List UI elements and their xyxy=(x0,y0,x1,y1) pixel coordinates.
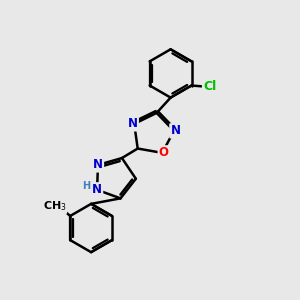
Text: N: N xyxy=(92,183,102,196)
Text: Cl: Cl xyxy=(203,80,216,94)
Text: N: N xyxy=(128,117,138,130)
Text: O: O xyxy=(159,146,169,159)
Text: H: H xyxy=(82,181,91,191)
Text: CH$_3$: CH$_3$ xyxy=(43,200,67,213)
Text: N: N xyxy=(170,124,180,137)
Text: N: N xyxy=(93,158,103,171)
